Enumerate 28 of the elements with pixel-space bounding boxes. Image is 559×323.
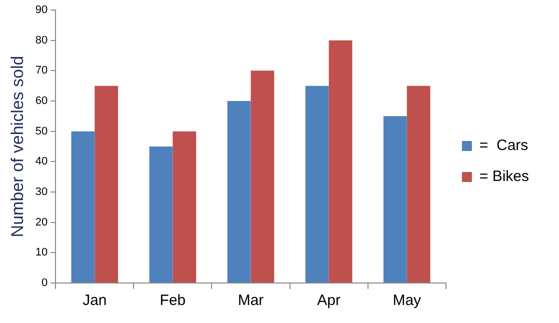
bar (305, 86, 329, 282)
bar (172, 131, 196, 282)
bar (227, 101, 251, 282)
y-tick-label: 10 (35, 246, 48, 259)
bar (149, 146, 173, 282)
bar (71, 131, 95, 282)
x-tick-label: Feb (160, 292, 186, 310)
y-tick-label: 80 (35, 34, 48, 46)
x-tick-label: May (392, 292, 422, 310)
bar (406, 86, 430, 282)
y-tick-label: 70 (35, 64, 48, 77)
legend-label: = Bikes (479, 168, 529, 186)
y-tick-label: 0 (42, 277, 48, 290)
x-tick-label: Mar (238, 292, 264, 310)
y-tick-label: 30 (35, 186, 48, 198)
bar (328, 40, 352, 282)
bar (94, 86, 118, 282)
y-tick-label: 60 (35, 95, 48, 108)
x-tick-label: Apr (317, 292, 340, 310)
bar (383, 116, 407, 282)
y-tick-label: 40 (35, 156, 48, 168)
y-tick-label: 50 (35, 125, 48, 138)
y-tick-label: 20 (35, 216, 48, 228)
x-tick-label: Jan (82, 292, 107, 310)
bar (250, 70, 274, 282)
legend-label: = Cars (479, 137, 528, 154)
y-axis-title: Number of vehicles sold (8, 56, 27, 238)
y-tick-label: 90 (35, 4, 48, 16)
